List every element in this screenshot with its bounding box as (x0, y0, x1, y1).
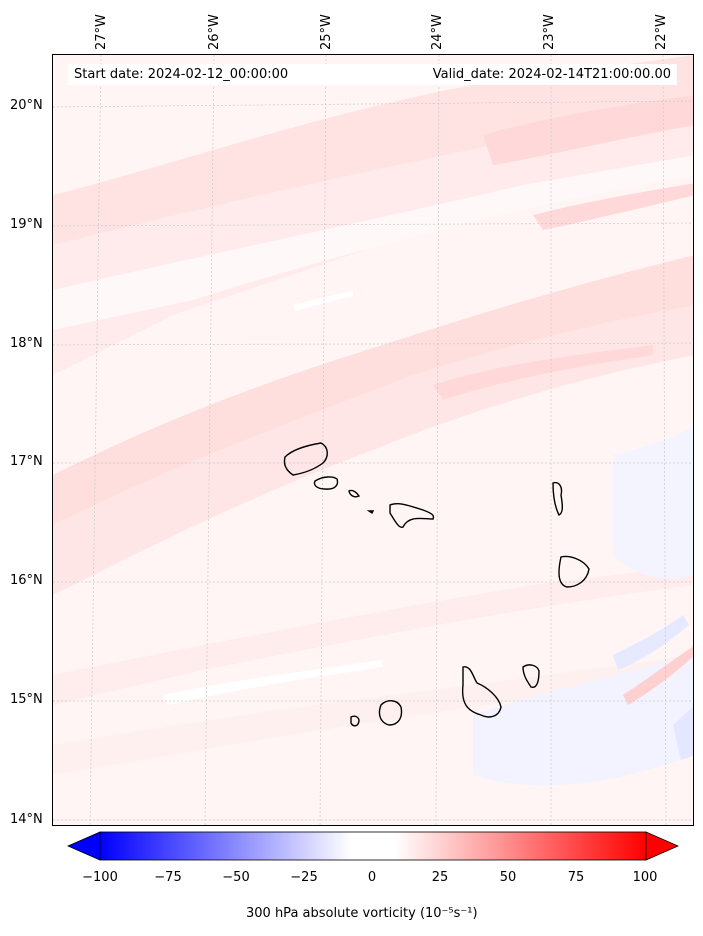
vorticity-field (53, 55, 693, 825)
colorbar-tick-100: 100 (632, 870, 658, 885)
island-sao-vicente (313, 476, 339, 490)
map-frame (52, 54, 694, 826)
lat-label-19: 19°N (10, 217, 43, 232)
lat-label-20: 20°N (10, 98, 43, 113)
field-red-streak (623, 646, 693, 705)
colorbar-high-arrow (645, 831, 679, 861)
graticule-lon-27 (89, 55, 102, 825)
colorbar-label: 300 hPa absolute vorticity (10⁻⁵s⁻¹) (246, 906, 478, 921)
islands (283, 442, 590, 727)
field-streak-lower-1 (53, 565, 693, 705)
colorbar-tick-0: 0 (367, 870, 377, 885)
lon-label-23: 23°W (542, 14, 557, 50)
colorbar-tick-m75: −75 (154, 870, 182, 885)
lat-label-16: 16°N (10, 573, 43, 588)
field-blue-streak (613, 615, 689, 670)
colorbar-tick-m100: −100 (82, 870, 118, 885)
lat-label-15: 15°N (10, 692, 43, 707)
colorbar (67, 831, 679, 861)
lon-label-24: 24°W (430, 14, 445, 50)
colorbar-tick-50: 50 (499, 870, 517, 885)
valid-date-label: Valid_date: 2024-02-14T21:00:00.00 (432, 67, 671, 82)
lat-label-18: 18°N (10, 336, 43, 351)
field-streak-white (53, 155, 693, 330)
colorbar-low-arrow (67, 831, 101, 861)
graticule-lon-25 (319, 55, 327, 825)
field-stripe-ne-1 (483, 95, 693, 165)
lat-label-14: 14°N (10, 812, 43, 827)
start-date-label: Start date: 2024-02-12_00:00:00 (74, 67, 289, 82)
field-blue-right (613, 426, 693, 579)
island-sal (552, 481, 564, 516)
field-stripe-mid (433, 345, 653, 400)
graticule-lon-22 (662, 55, 667, 825)
colorbar-tick-25: 25 (431, 870, 449, 885)
lon-label-25: 25°W (319, 14, 334, 50)
graticule-lat-20 (53, 100, 693, 108)
field-streak-lower-2 (53, 655, 693, 775)
field-white-gap-1 (163, 660, 383, 705)
colorbar-tick-m50: −50 (222, 870, 250, 885)
island-santiago (461, 666, 502, 718)
lat-label-17: 17°N (10, 454, 43, 469)
date-info-box (68, 64, 677, 85)
graticule-lat-18 (53, 342, 693, 346)
island-maio (522, 664, 540, 688)
graticule-lon-24 (435, 55, 440, 825)
graticule-lat-19 (53, 222, 693, 227)
island-boa-vista (558, 555, 590, 588)
island-sao-nicolau (389, 502, 435, 528)
field-stripe-ne-2 (533, 183, 693, 230)
island-branco (366, 510, 375, 515)
graticule-lon-26 (204, 55, 215, 825)
field-band-main-2 (53, 305, 693, 595)
field-white-gap-2 (293, 291, 353, 311)
lon-label-22: 22°W (654, 14, 669, 50)
colorbar-tick-75: 75 (567, 870, 585, 885)
field-blue-edge (673, 706, 693, 760)
graticule (53, 55, 693, 825)
lon-label-26: 26°W (207, 14, 222, 50)
field-band-main (53, 255, 693, 575)
colorbar-gradient (99, 831, 647, 861)
island-brava (350, 715, 360, 727)
island-santo-antao (283, 442, 328, 476)
island-fogo (378, 700, 403, 726)
lon-label-27: 27°W (94, 14, 109, 50)
colorbar-tick-m25: −25 (290, 870, 318, 885)
island-santa-luzia (348, 489, 361, 498)
